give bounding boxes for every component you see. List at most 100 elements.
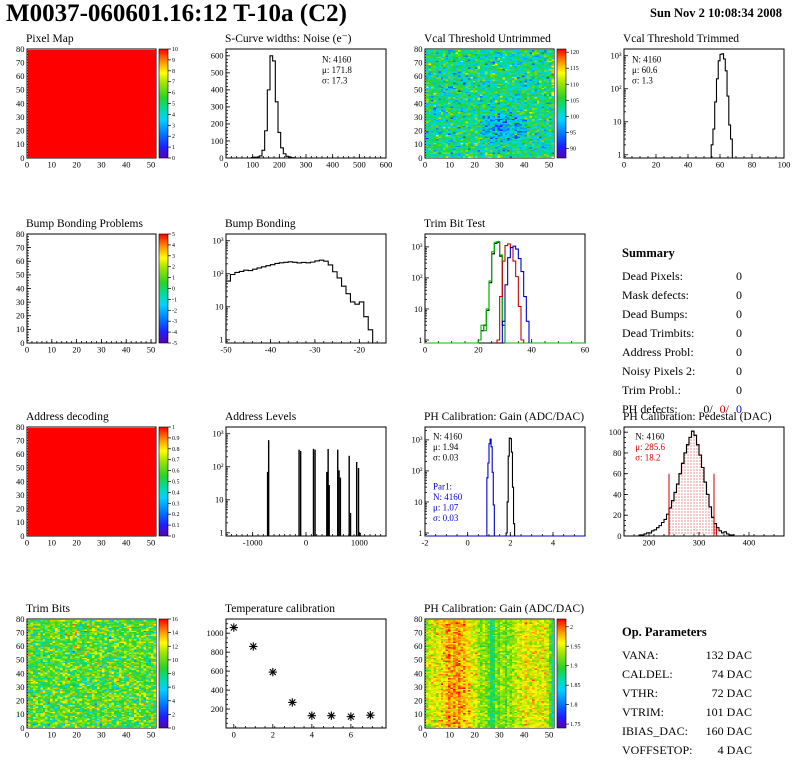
- svg-text:2: 2: [570, 625, 573, 631]
- plot-vcal-threshold-trimmed: Vcal Threshold Trimmed 0 20 40 60 80 100 1 10 10²…: [597, 33, 796, 189]
- svg-text:10: 10: [48, 345, 57, 355]
- svg-text:1: 1: [617, 150, 621, 160]
- svg-text:0.7: 0.7: [172, 458, 180, 464]
- svg-text:10³: 10³: [212, 429, 224, 439]
- plot-address-levels: Address Levels -1000 0 1000 1 10 10² 10³: [199, 411, 398, 567]
- svg-text:10: 10: [16, 324, 25, 334]
- row-value: 0: [736, 345, 742, 359]
- svg-text:80: 80: [16, 424, 25, 432]
- svg-text:80: 80: [748, 160, 757, 170]
- plot-title: Trim Bit Test: [424, 218, 486, 230]
- trim-bit-test-plot: 0 20 40 60 1 10 10² 10³: [411, 233, 590, 355]
- svg-text:10²: 10²: [212, 462, 224, 472]
- svg-text:95: 95: [570, 130, 576, 136]
- svg-text:9: 9: [172, 58, 175, 64]
- svg-text:50: 50: [545, 160, 554, 170]
- summary-heading: Summary: [622, 246, 675, 260]
- svg-text:-1000: -1000: [243, 538, 263, 548]
- svg-text:4: 4: [551, 538, 556, 548]
- svg-text:μ: 60.6: μ: 60.6: [632, 65, 658, 75]
- svg-text:20: 20: [414, 126, 423, 136]
- svg-text:10³: 10³: [610, 51, 622, 61]
- svg-text:-50: -50: [220, 345, 231, 355]
- svg-text:20: 20: [72, 538, 81, 548]
- svg-text:1.8: 1.8: [570, 703, 578, 709]
- svg-text:120: 120: [570, 50, 579, 56]
- svg-text:1.95: 1.95: [570, 644, 581, 650]
- ph-calibration-gain-map-heatmap-canvas: [425, 619, 554, 728]
- svg-text:μ: 1.94: μ: 1.94: [433, 442, 459, 452]
- svg-text:50: 50: [16, 85, 25, 95]
- svg-text:0: 0: [423, 730, 427, 740]
- svg-text:20: 20: [72, 160, 81, 170]
- panel-row: Address Probl: 0: [622, 344, 742, 363]
- svg-text:1: 1: [172, 145, 175, 151]
- summary-panel: Summary Dead Pixels: 0 Mask defects: 0 Dead …: [597, 218, 796, 416]
- svg-text:30: 30: [97, 730, 106, 740]
- svg-text:20: 20: [16, 126, 25, 136]
- row-value: 4 DAC: [717, 743, 752, 757]
- svg-text:1: 1: [418, 528, 422, 538]
- svg-text:60: 60: [581, 345, 590, 355]
- svg-text:0: 0: [25, 538, 29, 548]
- svg-text:8: 8: [172, 69, 175, 75]
- address-decoding-heatmap-canvas: [27, 427, 156, 536]
- svg-text:50: 50: [545, 730, 554, 740]
- svg-text:10: 10: [414, 709, 423, 719]
- svg-text:40: 40: [16, 476, 25, 486]
- trim-bits-plot: 0 10 20 30 40 50 0 10 20 30 40 50 60 70 80 0 2 4 6 8 10 12 14 1…: [16, 616, 178, 740]
- svg-text:1.75: 1.75: [570, 722, 581, 728]
- row-label: Mask defects:: [622, 288, 689, 302]
- svg-text:10: 10: [48, 160, 57, 170]
- svg-text:400: 400: [326, 160, 339, 170]
- plot-ph-calibration-gain-map: PH Calibration: Gain (ADC/DAC) 0 10 20 30 40 5…: [398, 603, 597, 759]
- plot-title: Bump Bonding: [225, 218, 296, 230]
- svg-text:50: 50: [16, 655, 25, 665]
- svg-text:500: 500: [353, 160, 366, 170]
- svg-text:10: 10: [414, 139, 423, 149]
- svg-text:4: 4: [172, 243, 175, 249]
- op-parameters-heading: Op. Parameters: [622, 625, 707, 639]
- svg-text:40: 40: [527, 345, 536, 355]
- row-value: 74 DAC: [711, 667, 752, 681]
- svg-text:4: 4: [310, 730, 315, 740]
- svg-text:80: 80: [613, 448, 622, 458]
- row-value: 132 DAC: [705, 648, 752, 662]
- svg-text:10²: 10²: [411, 466, 423, 476]
- svg-text:5: 5: [172, 232, 175, 238]
- timestamp: Sun Nov 2 10:08:34 2008: [650, 6, 782, 20]
- row-value: 72 DAC: [711, 686, 752, 700]
- svg-text:60: 60: [16, 641, 25, 651]
- svg-text:6: 6: [172, 685, 175, 691]
- svg-text:60: 60: [16, 256, 25, 266]
- svg-text:100: 100: [246, 160, 259, 170]
- svg-text:10: 10: [48, 538, 57, 548]
- svg-text:40: 40: [122, 538, 131, 548]
- svg-text:3: 3: [172, 254, 175, 260]
- svg-text:10: 10: [172, 47, 178, 53]
- row-label: Dead Pixels:: [622, 269, 683, 283]
- svg-text:40: 40: [16, 98, 25, 108]
- svg-text:σ: 1.3: σ: 1.3: [632, 75, 653, 85]
- row-label: CALDEL:: [622, 667, 673, 681]
- svg-text:10: 10: [414, 304, 423, 314]
- row-label: Address Probl:: [622, 345, 694, 359]
- svg-text:110: 110: [570, 82, 579, 88]
- svg-text:10³: 10³: [411, 435, 423, 445]
- plot-title: Address decoding: [26, 411, 109, 423]
- plot-title: Bump Bonding Problems: [26, 218, 143, 230]
- svg-text:30: 30: [97, 160, 106, 170]
- bump-bonding-problems-plot: 0 10 20 30 40 50 0 10 20 30 40 50 60 70 80 -5 -4 -3 -2 -1 0 1…: [16, 231, 177, 355]
- panel-row: Dead Trimbits: 0: [622, 325, 742, 344]
- row-label: VOFFSETOP:: [622, 743, 693, 757]
- svg-text:0: 0: [232, 730, 236, 740]
- svg-text:30: 30: [97, 345, 106, 355]
- svg-text:-20: -20: [354, 345, 365, 355]
- svg-text:400: 400: [211, 85, 224, 95]
- op-parameters-rows: VANA: 132 DAC CALDEL: 74 DAC VTHR: 72 DAC VTRI…: [597, 647, 796, 761]
- row-label: VTHR:: [622, 686, 658, 700]
- svg-text:40: 40: [520, 160, 529, 170]
- svg-text:500: 500: [211, 68, 224, 78]
